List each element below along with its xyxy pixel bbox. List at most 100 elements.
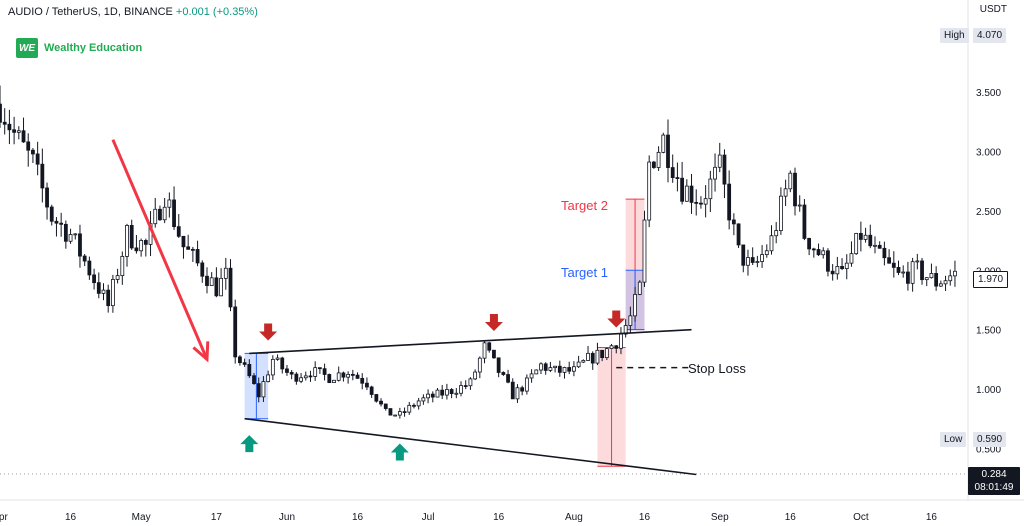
candle bbox=[764, 250, 769, 256]
candle bbox=[421, 397, 426, 402]
candle bbox=[520, 387, 525, 392]
candle bbox=[275, 357, 280, 360]
candle bbox=[920, 260, 924, 281]
candle bbox=[501, 372, 506, 375]
candle bbox=[7, 123, 12, 131]
x-tick-label: May bbox=[132, 512, 151, 523]
y-tick-label: 1.500 bbox=[976, 326, 1001, 337]
x-tick-label: Aug bbox=[565, 512, 583, 523]
downtrend-arrowhead bbox=[192, 341, 210, 363]
y-tick-label: 3.500 bbox=[976, 88, 1001, 99]
candle bbox=[788, 172, 793, 190]
candle bbox=[54, 220, 59, 224]
candle bbox=[31, 149, 35, 155]
candle bbox=[397, 411, 402, 416]
symbol-header: AUDIO / TetherUS, 1D, BINANCE +0.001 (+0… bbox=[8, 6, 258, 18]
countdown-label: 08:01:49 bbox=[968, 480, 1020, 495]
candle bbox=[346, 373, 351, 378]
candle bbox=[684, 185, 689, 202]
candle bbox=[82, 255, 87, 262]
candle bbox=[129, 225, 134, 249]
candle bbox=[332, 379, 336, 383]
candle bbox=[609, 345, 614, 350]
candle bbox=[896, 267, 901, 273]
candle bbox=[816, 249, 821, 256]
candle bbox=[78, 233, 82, 257]
candle bbox=[811, 248, 816, 251]
lower-line bbox=[244, 417, 697, 476]
candle bbox=[365, 382, 369, 388]
candle bbox=[317, 367, 322, 370]
candle bbox=[750, 257, 755, 263]
candle bbox=[449, 389, 454, 395]
candle bbox=[435, 389, 440, 398]
candle bbox=[534, 369, 539, 375]
candle bbox=[374, 394, 379, 402]
symbol-title: AUDIO / TetherUS, 1D, BINANCE bbox=[8, 6, 173, 18]
target1-label: Target 1 bbox=[561, 265, 608, 280]
candle bbox=[746, 257, 750, 266]
candle bbox=[233, 306, 238, 358]
candle bbox=[252, 375, 256, 384]
candle bbox=[553, 365, 557, 369]
candle bbox=[172, 199, 176, 228]
candle bbox=[289, 372, 294, 375]
candle bbox=[557, 365, 562, 373]
candle bbox=[308, 375, 313, 378]
candle bbox=[190, 248, 195, 251]
candle bbox=[887, 257, 891, 264]
brand-name: Wealthy Education bbox=[44, 42, 143, 54]
candle bbox=[139, 240, 144, 252]
candle bbox=[402, 411, 407, 414]
candle bbox=[515, 387, 520, 400]
candle bbox=[162, 206, 167, 221]
candle bbox=[336, 372, 341, 381]
candle bbox=[379, 400, 383, 405]
candle bbox=[186, 246, 191, 250]
candle bbox=[548, 367, 553, 371]
high-value: 4.070 bbox=[973, 28, 1007, 43]
low-value: 0.590 bbox=[973, 432, 1007, 447]
candle bbox=[619, 333, 623, 349]
candle bbox=[731, 219, 736, 225]
candle bbox=[416, 400, 421, 407]
candle bbox=[219, 277, 223, 297]
candle bbox=[341, 372, 346, 378]
candle bbox=[303, 375, 308, 379]
candle bbox=[59, 222, 64, 225]
candle bbox=[694, 202, 699, 204]
candle bbox=[543, 363, 548, 371]
candle bbox=[327, 374, 332, 383]
candle bbox=[181, 235, 186, 248]
candle bbox=[228, 267, 233, 308]
candle bbox=[774, 230, 779, 237]
candle bbox=[388, 408, 393, 416]
candle bbox=[675, 177, 680, 179]
candle bbox=[101, 289, 106, 294]
candle bbox=[713, 166, 717, 180]
candle bbox=[510, 381, 515, 400]
candle bbox=[736, 223, 741, 246]
candle bbox=[689, 185, 694, 203]
brand-logo: WE Wealthy Education bbox=[16, 38, 142, 58]
candle bbox=[807, 238, 812, 250]
candle bbox=[111, 279, 115, 307]
candle bbox=[938, 283, 943, 287]
candle bbox=[463, 385, 468, 387]
candle bbox=[0, 103, 2, 123]
x-tick-label: Apr bbox=[0, 512, 8, 523]
candle bbox=[915, 260, 920, 263]
candle bbox=[656, 151, 661, 168]
candle bbox=[779, 195, 783, 231]
candle bbox=[430, 393, 435, 398]
candle bbox=[595, 349, 600, 364]
candle bbox=[115, 275, 120, 280]
candle bbox=[727, 183, 732, 221]
candle bbox=[840, 265, 844, 269]
candle bbox=[21, 130, 26, 143]
candle bbox=[821, 250, 826, 256]
candle bbox=[407, 404, 412, 413]
y-tick-label: 2.500 bbox=[976, 207, 1001, 218]
candle bbox=[901, 271, 906, 274]
